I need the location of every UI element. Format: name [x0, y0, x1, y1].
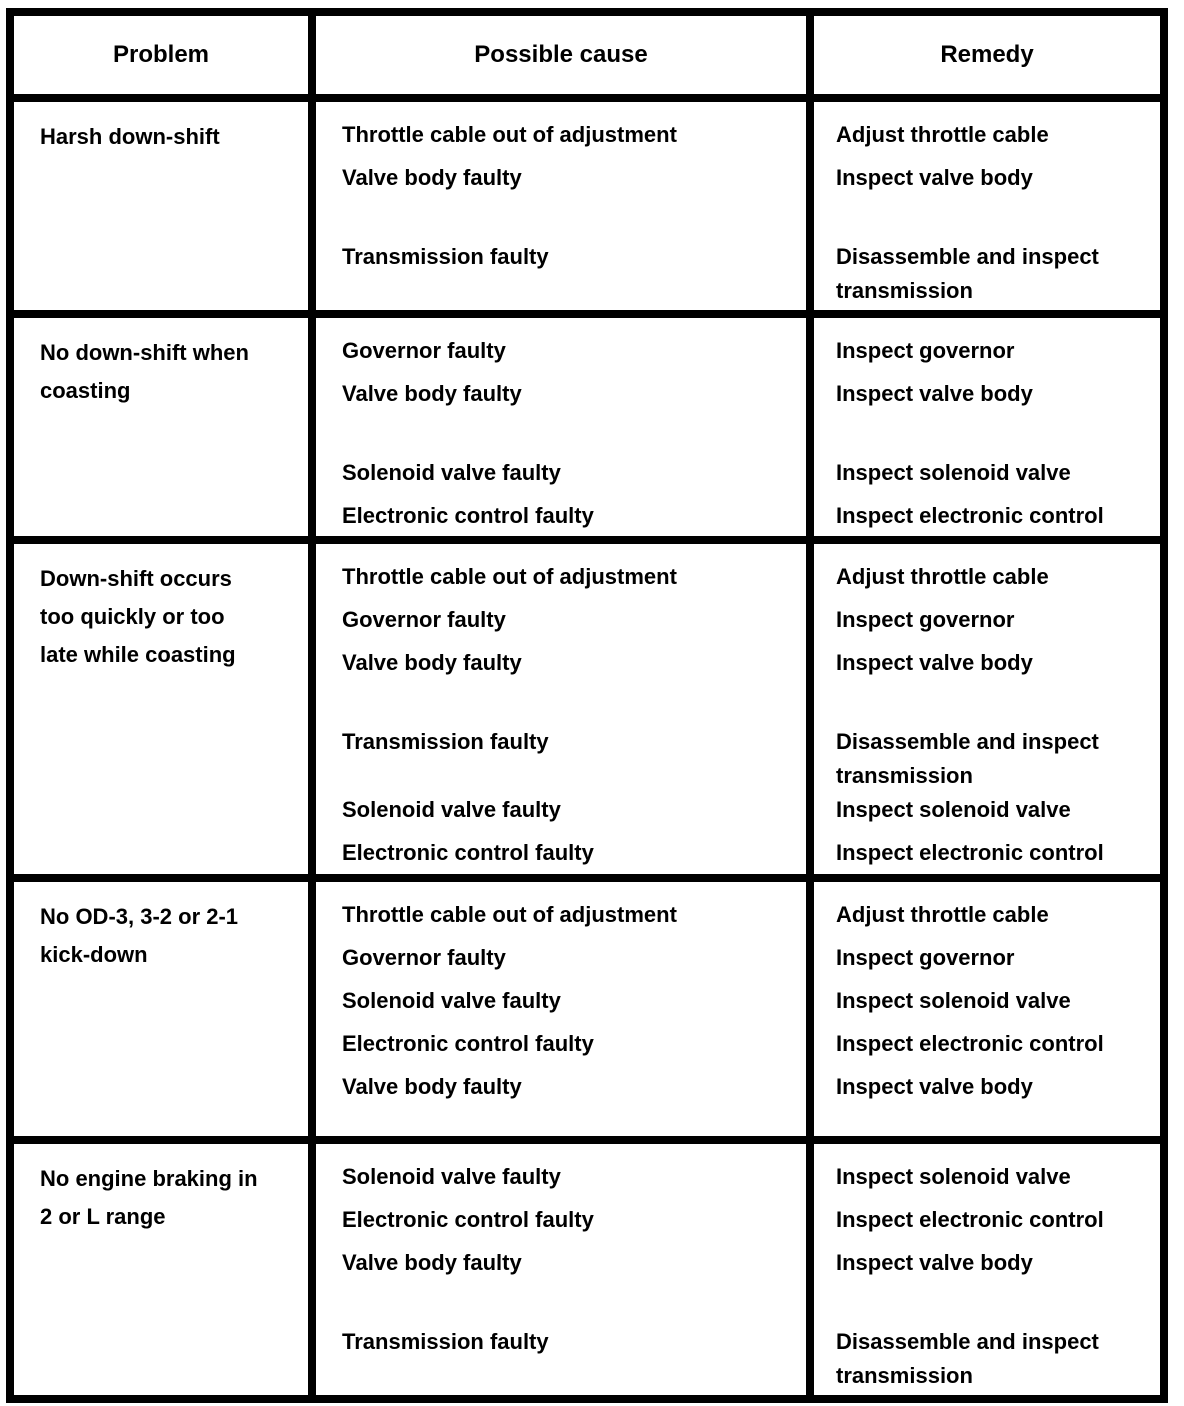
cause-remedy-pair: Throttle cable out of adjustment Adjust … [316, 898, 1160, 941]
cause-text: Governor faulty [342, 607, 506, 632]
causes-remedies-cell: Throttle cable out of adjustment Adjust … [316, 882, 1160, 1136]
cause-remedy-pair: Valve body faulty Inspect valve body [316, 1070, 1160, 1113]
problem-cell: Down-shift occurs too quickly or too lat… [14, 544, 316, 874]
cause-text: Throttle cable out of adjustment [342, 902, 677, 927]
remedy-text: Disassemble and inspect transmission [836, 1329, 1099, 1388]
problem-cell: No down-shift when coasting [14, 318, 316, 536]
cause-remedy-pair: Governor faulty Inspect governor [316, 603, 1160, 646]
remedy-text: Inspect solenoid valve [836, 460, 1071, 485]
remedy-text: Disassemble and inspect transmission [836, 729, 1099, 788]
cause-remedy-pair: Transmission faulty Disassemble and insp… [316, 1325, 1160, 1393]
problem-text: No engine braking in 2 or L range [40, 1166, 258, 1229]
header-problem: Problem [14, 16, 316, 94]
remedy-text: Inspect electronic control [836, 1031, 1104, 1056]
cause-text: Valve body faulty [342, 650, 522, 675]
cause-text: Transmission faulty [342, 729, 549, 754]
cause-text: Transmission faulty [342, 244, 549, 269]
remedy-text: Disassemble and inspect transmission [836, 244, 1099, 303]
column-divider [806, 882, 814, 1136]
remedy-text: Inspect valve body [836, 1074, 1033, 1099]
cause-remedy-pair: Throttle cable out of adjustment Adjust … [316, 560, 1160, 603]
cause-text: Governor faulty [342, 945, 506, 970]
cause-remedy-pair: Solenoid valve faulty Inspect solenoid v… [316, 456, 1160, 499]
column-divider [806, 102, 814, 310]
problem-text: Down-shift occurs too quickly or too lat… [40, 566, 236, 667]
cause-text: Valve body faulty [342, 1250, 522, 1275]
table-row: Harsh down-shift Throttle cable out of a… [14, 102, 1160, 318]
remedy-text: Adjust throttle cable [836, 122, 1049, 147]
header-possible-cause: Possible cause [316, 16, 814, 94]
remedy-text: Inspect governor [836, 338, 1015, 363]
cause-remedy-pair: Solenoid valve faulty Inspect solenoid v… [316, 984, 1160, 1027]
cause-remedy-pair: Electronic control faulty Inspect electr… [316, 499, 1160, 536]
cause-text: Valve body faulty [342, 165, 522, 190]
cause-remedy-pair: Transmission faulty Disassemble and insp… [316, 240, 1160, 308]
remedy-text: Inspect governor [836, 607, 1015, 632]
causes-remedies-cell: Solenoid valve faulty Inspect solenoid v… [316, 1144, 1160, 1395]
causes-remedies-cell: Throttle cable out of adjustment Adjust … [316, 102, 1160, 310]
cause-text: Electronic control faulty [342, 1031, 594, 1056]
remedy-text: Inspect governor [836, 945, 1015, 970]
problem-text: No down-shift when coasting [40, 340, 249, 403]
cause-text: Governor faulty [342, 338, 506, 363]
cause-text: Valve body faulty [342, 1074, 522, 1099]
remedy-text: Inspect valve body [836, 650, 1033, 675]
remedy-text: Inspect electronic control [836, 840, 1104, 865]
cause-remedy-pair: Governor faulty Inspect governor [316, 941, 1160, 984]
cause-text: Solenoid valve faulty [342, 988, 561, 1013]
cause-text: Electronic control faulty [342, 840, 594, 865]
remedy-text: Inspect solenoid valve [836, 988, 1071, 1013]
remedy-text: Adjust throttle cable [836, 902, 1049, 927]
column-divider [806, 544, 814, 874]
causes-remedies-cell: Governor faulty Inspect governor Valve b… [316, 318, 1160, 536]
header-remedy: Remedy [940, 41, 1034, 68]
cause-text: Electronic control faulty [342, 503, 594, 528]
remedy-text: Inspect solenoid valve [836, 1164, 1071, 1189]
cause-remedy-pair: Electronic control faulty Inspect electr… [316, 836, 1160, 874]
table-row: No engine braking in 2 or L range Soleno… [14, 1144, 1160, 1395]
cause-text: Throttle cable out of adjustment [342, 122, 677, 147]
problem-text: No OD-3, 3-2 or 2-1 kick-down [40, 904, 239, 967]
table-row: Down-shift occurs too quickly or too lat… [14, 544, 1160, 882]
table-row: No down-shift when coasting Governor fau… [14, 318, 1160, 544]
remedy-text: Inspect valve body [836, 381, 1033, 406]
cause-remedy-pair: Electronic control faulty Inspect electr… [316, 1027, 1160, 1070]
cause-remedy-pair: Valve body faulty Inspect valve body [316, 646, 1160, 689]
cause-remedy-pair: Governor faulty Inspect governor [316, 334, 1160, 377]
cause-text: Transmission faulty [342, 1329, 549, 1354]
problem-cell: No engine braking in 2 or L range [14, 1144, 316, 1395]
cause-remedy-pair: Throttle cable out of adjustment Adjust … [316, 118, 1160, 161]
remedy-text: Inspect valve body [836, 1250, 1033, 1275]
cause-text: Valve body faulty [342, 381, 522, 406]
cause-text: Electronic control faulty [342, 1207, 594, 1232]
cause-text: Solenoid valve faulty [342, 797, 561, 822]
cause-text: Throttle cable out of adjustment [342, 564, 677, 589]
cause-remedy-pair: Solenoid valve faulty Inspect solenoid v… [316, 793, 1160, 836]
cause-remedy-pair: Valve body faulty Inspect valve body [316, 161, 1160, 204]
cause-remedy-pair: Electronic control faulty Inspect electr… [316, 1203, 1160, 1246]
problem-text: Harsh down-shift [40, 124, 220, 149]
problem-cell: Harsh down-shift [14, 102, 316, 310]
remedy-text: Inspect electronic control [836, 1207, 1104, 1232]
column-divider [806, 1144, 814, 1395]
column-divider [806, 318, 814, 536]
cause-remedy-pair: Transmission faulty Disassemble and insp… [316, 725, 1160, 793]
header-row: Problem Possible cause Remedy [14, 16, 1160, 102]
cause-text: Solenoid valve faulty [342, 1164, 561, 1189]
remedy-text: Inspect electronic control [836, 503, 1104, 528]
troubleshooting-table: Problem Possible cause Remedy Harsh down… [6, 8, 1168, 1403]
cause-remedy-pair: Solenoid valve faulty Inspect solenoid v… [316, 1160, 1160, 1203]
causes-remedies-cell: Throttle cable out of adjustment Adjust … [316, 544, 1160, 874]
cause-remedy-pair: Valve body faulty Inspect valve body [316, 1246, 1160, 1289]
remedy-text: Inspect valve body [836, 165, 1033, 190]
remedy-text: Inspect solenoid valve [836, 797, 1071, 822]
problem-cell: No OD-3, 3-2 or 2-1 kick-down [14, 882, 316, 1136]
remedy-text: Adjust throttle cable [836, 564, 1049, 589]
table-row: No OD-3, 3-2 or 2-1 kick-down Throttle c… [14, 882, 1160, 1144]
cause-remedy-pair: Valve body faulty Inspect valve body [316, 377, 1160, 420]
cause-text: Solenoid valve faulty [342, 460, 561, 485]
